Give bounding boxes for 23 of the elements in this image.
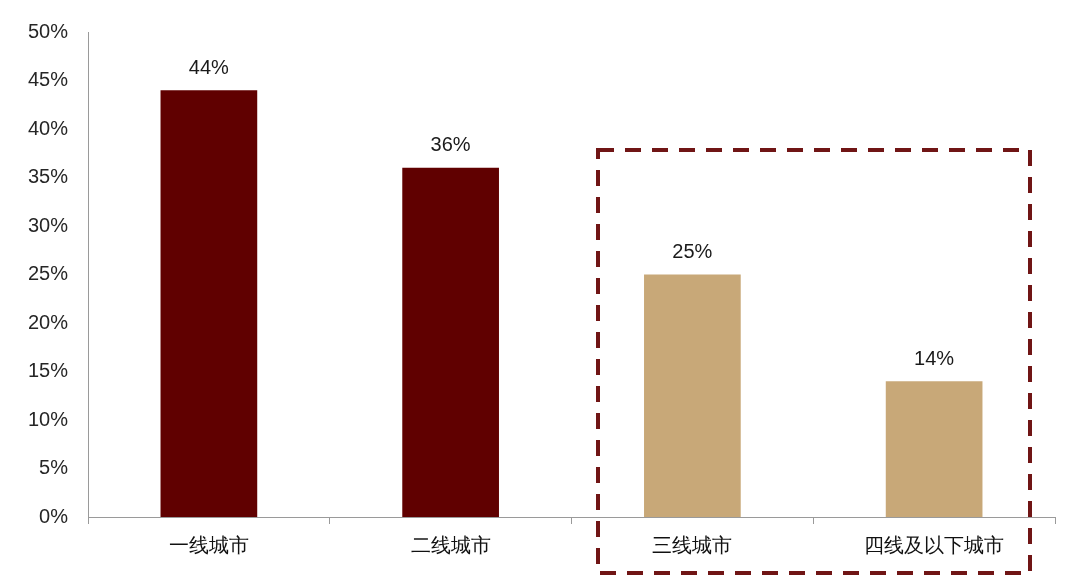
bar (885, 381, 983, 517)
y-tick-label: 25% (27, 262, 69, 285)
bar (160, 90, 258, 517)
y-tick-label: 30% (27, 213, 69, 236)
y-tick-label: 0% (39, 504, 69, 527)
x-tick-label: 一线城市 (168, 533, 249, 556)
y-tick-label: 5% (39, 456, 69, 479)
bar (402, 167, 499, 517)
data-label: 44% (188, 55, 230, 78)
x-tick-label: 二线城市 (410, 533, 491, 556)
data-label: 14% (914, 346, 955, 369)
y-tick-label: 50% (27, 19, 69, 42)
y-tick-label: 15% (27, 359, 69, 382)
y-tick-label: 40% (27, 116, 69, 139)
y-tick-label: 20% (27, 310, 69, 333)
data-label: 36% (430, 133, 471, 156)
x-tick-label: 四线及以下城市 (864, 533, 1005, 556)
y-tick-label: 45% (27, 68, 69, 91)
bar (644, 274, 741, 517)
y-tick-label: 35% (27, 165, 69, 188)
data-label: 25% (672, 240, 713, 263)
x-tick-label: 三线城市 (652, 533, 733, 556)
y-tick-label: 10% (27, 407, 69, 430)
